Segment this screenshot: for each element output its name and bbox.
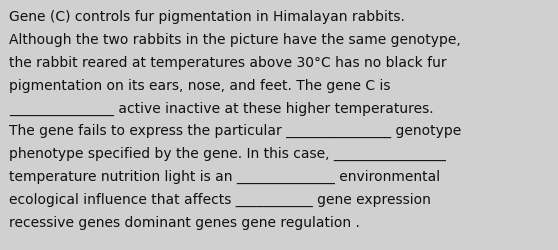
Text: Although the two rabbits in the picture have the same genotype,: Although the two rabbits in the picture … [9, 33, 461, 47]
Text: recessive genes dominant genes gene regulation .: recessive genes dominant genes gene regu… [9, 215, 360, 229]
Text: phenotype specified by the gene. In this case, ________________: phenotype specified by the gene. In this… [9, 146, 446, 160]
Text: temperature nutrition light is an ______________ environmental: temperature nutrition light is an ______… [9, 169, 440, 183]
Text: The gene fails to express the particular _______________ genotype: The gene fails to express the particular… [9, 124, 461, 138]
Text: the rabbit reared at temperatures above 30°C has no black fur: the rabbit reared at temperatures above … [9, 56, 446, 70]
Text: ecological influence that affects ___________ gene expression: ecological influence that affects ______… [9, 192, 431, 206]
Text: Gene (C) controls fur pigmentation in Himalayan rabbits.: Gene (C) controls fur pigmentation in Hi… [9, 10, 405, 24]
Text: _______________ active inactive at these higher temperatures.: _______________ active inactive at these… [9, 101, 434, 115]
Text: pigmentation on its ears, nose, and feet. The gene C is: pigmentation on its ears, nose, and feet… [9, 78, 391, 92]
